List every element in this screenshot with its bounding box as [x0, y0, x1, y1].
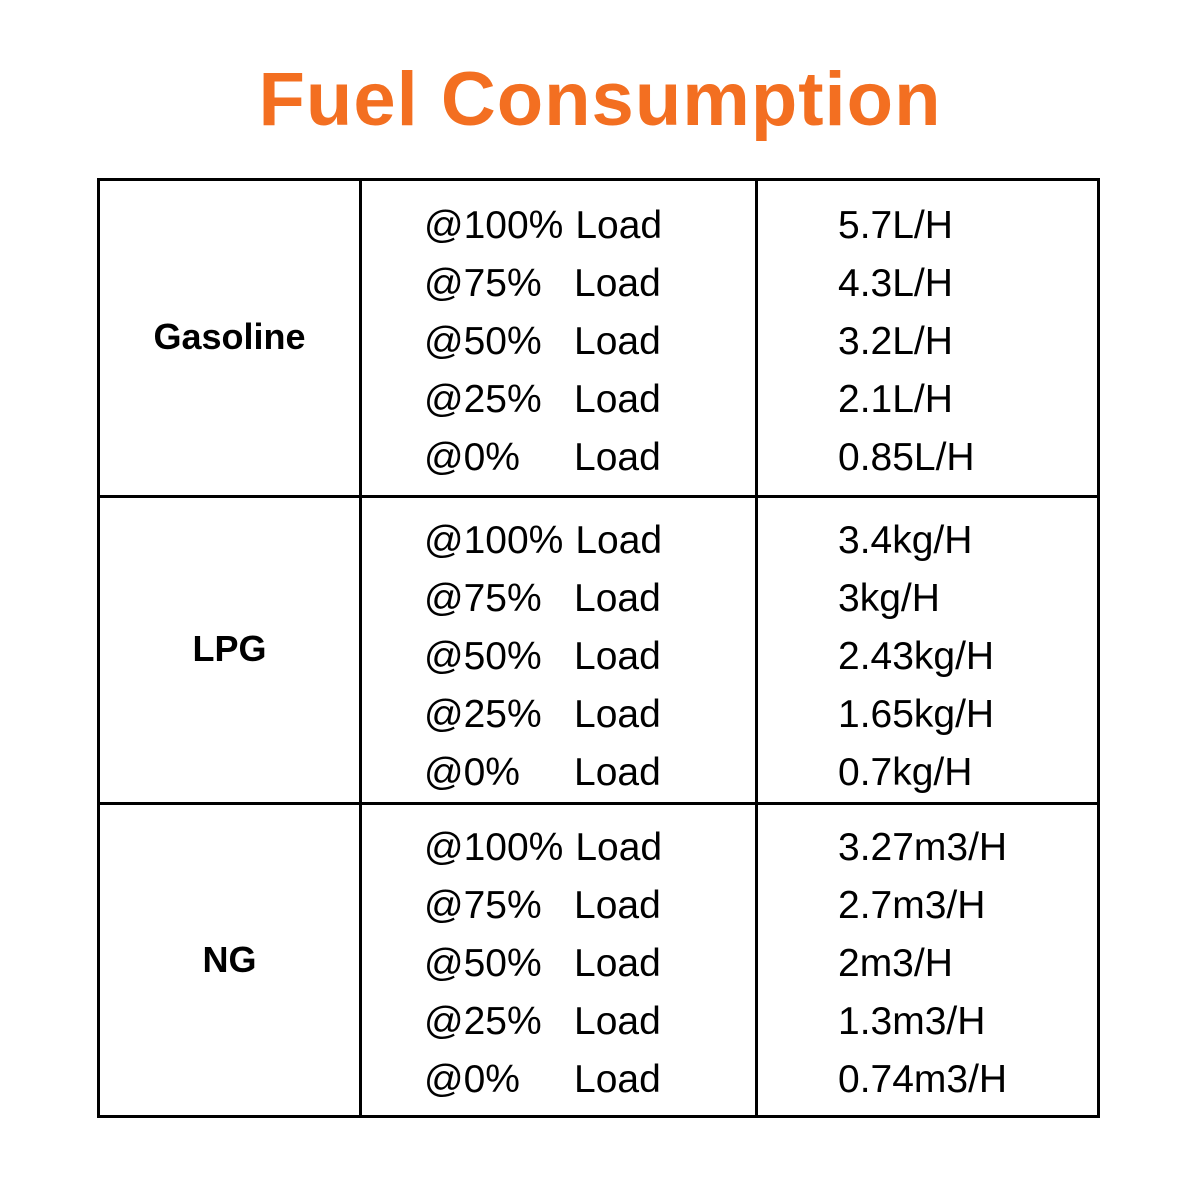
load-percent: @0% [424, 1058, 520, 1101]
consumption-value: 1.3m3/H [838, 1000, 986, 1043]
load-label: Load [575, 519, 663, 562]
consumption-value: 3.2L/H [838, 320, 953, 363]
consumption-value: 3.4kg/H [838, 519, 973, 562]
fuel-type-cell: NG [202, 939, 257, 980]
consumption-value: 3.27m3/H [838, 826, 1008, 869]
consumption-value: 2.1L/H [838, 378, 953, 421]
load-percent: @50% [424, 320, 542, 363]
load-item: @100% Load [424, 197, 754, 255]
load-item: @0% Load [424, 429, 754, 487]
load-label: Load [575, 826, 663, 869]
table-row-ng: NG @100% Load @75% Load @50% Load @25% Load … [100, 802, 1097, 1115]
load-percent: @100% [424, 204, 564, 247]
fuel-consumption-table: Gasoline @100% Load @75% Load @50% Load @25… [97, 178, 1100, 1118]
load-list: @100% Load @75% Load @50% Load @25% Load @0%… [424, 512, 754, 802]
load-item: @25% Load [424, 686, 754, 744]
load-label: Load [575, 204, 663, 247]
consumption-value: 0.7kg/H [838, 751, 973, 794]
load-item: @75% Load [424, 570, 754, 628]
load-label: Load [574, 942, 661, 985]
consumption-value: 2.7m3/H [838, 884, 986, 927]
load-label: Load [574, 751, 661, 794]
consumption-value: 5.7L/H [838, 204, 953, 247]
page-title: Fuel Consumption [258, 57, 942, 142]
load-percent: @75% [424, 262, 542, 305]
load-percent: @50% [424, 942, 542, 985]
load-list: @100% Load @75% Load @50% Load @25% Load @0%… [424, 819, 754, 1109]
load-item: @50% Load [424, 935, 754, 993]
load-label: Load [574, 1058, 661, 1101]
load-item: @75% Load [424, 877, 754, 935]
load-percent: @100% [424, 519, 564, 562]
load-percent: @75% [424, 577, 542, 620]
load-percent: @0% [424, 751, 520, 794]
load-percent: @25% [424, 693, 542, 736]
load-item: @50% Load [424, 313, 754, 371]
load-item: @25% Load [424, 371, 754, 429]
load-list: @100% Load @75% Load @50% Load @25% Load @0%… [424, 197, 754, 487]
load-percent: @50% [424, 635, 542, 678]
load-percent: @0% [424, 436, 520, 479]
load-item: @0% Load [424, 744, 754, 802]
load-label: Load [574, 378, 661, 421]
consumption-value: 0.85L/H [838, 436, 975, 479]
load-percent: @25% [424, 378, 542, 421]
consumption-value: 2m3/H [838, 942, 953, 985]
consumption-value: 3kg/H [838, 577, 940, 620]
consumption-value: 0.74m3/H [838, 1058, 1008, 1101]
load-label: Load [574, 884, 661, 927]
fuel-type-cell: LPG [192, 628, 267, 669]
load-label: Load [574, 577, 661, 620]
load-label: Load [574, 436, 661, 479]
load-item: @100% Load [424, 819, 754, 877]
load-label: Load [574, 262, 661, 305]
table-row-gasoline: Gasoline @100% Load @75% Load @50% Load @25… [100, 181, 1097, 493]
load-item: @75% Load [424, 255, 754, 313]
load-item: @0% Load [424, 1051, 754, 1109]
column-divider [359, 181, 362, 1115]
load-label: Load [574, 320, 661, 363]
consumption-list: 5.7L/H 4.3L/H 3.2L/H 2.1L/H 0.85L/H [838, 197, 1093, 487]
load-item: @100% Load [424, 512, 754, 570]
consumption-value: 1.65kg/H [838, 693, 995, 736]
load-percent: @75% [424, 884, 542, 927]
consumption-list: 3.27m3/H 2.7m3/H 2m3/H 1.3m3/H 0.74m3/H [838, 819, 1093, 1109]
column-divider [755, 181, 758, 1115]
load-label: Load [574, 1000, 661, 1043]
consumption-value: 2.43kg/H [838, 635, 995, 678]
table-row-lpg: LPG @100% Load @75% Load @50% Load @25% Load… [100, 495, 1097, 800]
load-item: @25% Load [424, 993, 754, 1051]
load-percent: @25% [424, 1000, 542, 1043]
load-label: Load [574, 693, 661, 736]
fuel-type-cell: Gasoline [153, 316, 306, 357]
consumption-value: 4.3L/H [838, 262, 953, 305]
load-item: @50% Load [424, 628, 754, 686]
load-percent: @100% [424, 826, 564, 869]
load-label: Load [574, 635, 661, 678]
consumption-list: 3.4kg/H 3kg/H 2.43kg/H 1.65kg/H 0.7kg/H [838, 512, 1093, 802]
